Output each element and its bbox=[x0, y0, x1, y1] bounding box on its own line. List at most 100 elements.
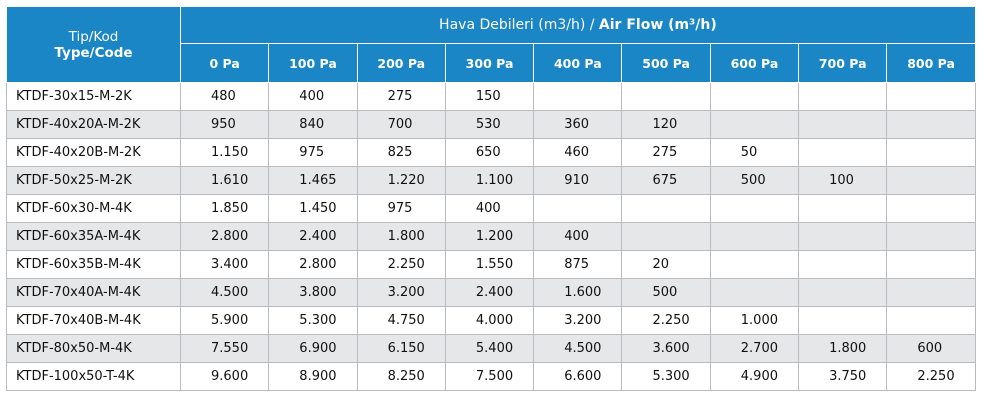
airflow-value-cell bbox=[886, 82, 976, 111]
airflow-value-cell: 400 bbox=[444, 194, 535, 223]
airflow-value-cell bbox=[798, 278, 888, 307]
airflow-value-cell bbox=[886, 306, 976, 335]
airflow-value-cell: 675 bbox=[621, 166, 711, 195]
type-code-cell: KTDF-40x20A-M-2K bbox=[6, 110, 181, 139]
type-code-header: Tip/Kod Type/Code bbox=[6, 6, 181, 83]
airflow-value-cell bbox=[533, 82, 623, 111]
airflow-value-cell: 6.900 bbox=[268, 334, 358, 363]
airflow-value-cell: 825 bbox=[356, 138, 446, 167]
airflow-value-cell: 700 bbox=[356, 110, 446, 139]
airflow-value-cell: 1.150 bbox=[179, 138, 270, 167]
pressure-header: 500 Pa bbox=[621, 43, 711, 83]
airflow-value-cell: 480 bbox=[179, 82, 270, 111]
airflow-value-cell: 5.900 bbox=[179, 306, 270, 335]
airflow-value-cell bbox=[886, 138, 976, 167]
airflow-value-cell: 975 bbox=[268, 138, 358, 167]
airflow-value-cell bbox=[621, 222, 711, 251]
airflow-value-cell: 5.300 bbox=[621, 362, 711, 391]
pressure-header: 0 Pa bbox=[179, 43, 270, 83]
airflow-value-cell bbox=[886, 250, 976, 279]
table-row: KTDF-80x50-M-4K 7.550 6.900 6.150 5.400 4.500… bbox=[6, 334, 976, 363]
airflow-value-cell: 100 bbox=[798, 166, 888, 195]
airflow-value-cell: 2.400 bbox=[444, 278, 535, 307]
airflow-value-cell: 1.450 bbox=[268, 194, 358, 223]
pressure-header: 400 Pa bbox=[533, 43, 623, 83]
type-code-label-en: Type/Code bbox=[54, 44, 133, 61]
airflow-value-cell: 3.750 bbox=[798, 362, 888, 391]
airflow-value-cell: 6.150 bbox=[356, 334, 446, 363]
table-row: KTDF-70x40B-M-4K 5.900 5.300 4.750 4.000 3.20… bbox=[6, 306, 976, 335]
table-row: KTDF-30x15-M-2K 480 400 275 150 bbox=[6, 82, 976, 111]
airflow-value-cell: 360 bbox=[533, 110, 623, 139]
airflow-value-cell bbox=[709, 278, 800, 307]
type-code-label-tr: Tip/Kod bbox=[68, 28, 119, 45]
airflow-value-cell bbox=[886, 110, 976, 139]
airflow-value-cell: 1.220 bbox=[356, 166, 446, 195]
airflow-value-cell bbox=[798, 110, 888, 139]
table-row: KTDF-50x25-M-2K 1.610 1.465 1.220 1.100 910 67… bbox=[6, 166, 976, 195]
airflow-value-cell: 6.600 bbox=[533, 362, 623, 391]
airflow-value-cell: 4.000 bbox=[444, 306, 535, 335]
airflow-value-cell: 2.800 bbox=[179, 222, 270, 251]
airflow-value-cell bbox=[709, 110, 800, 139]
airflow-value-cell: 2.700 bbox=[709, 334, 800, 363]
airflow-value-cell bbox=[709, 194, 800, 223]
airflow-value-cell: 950 bbox=[179, 110, 270, 139]
table-row: KTDF-70x40A-M-4K 4.500 3.800 3.200 2.400 1.60… bbox=[6, 278, 976, 307]
airflow-value-cell: 910 bbox=[533, 166, 623, 195]
table-row: KTDF-40x20A-M-2K 950 840 700 530 360 120 bbox=[6, 110, 976, 139]
type-code-cell: KTDF-40x20B-M-2K bbox=[6, 138, 181, 167]
airflow-value-cell: 875 bbox=[533, 250, 623, 279]
airflow-value-cell: 3.200 bbox=[356, 278, 446, 307]
airflow-value-cell bbox=[798, 222, 888, 251]
airflow-value-cell: 8.900 bbox=[268, 362, 358, 391]
airflow-value-cell: 400 bbox=[533, 222, 623, 251]
type-code-cell: KTDF-100x50-T-4K bbox=[6, 362, 181, 391]
airflow-value-cell: 275 bbox=[356, 82, 446, 111]
airflow-value-cell: 2.400 bbox=[268, 222, 358, 251]
table-row: KTDF-40x20B-M-2K 1.150 975 825 650 460 275 50 bbox=[6, 138, 976, 167]
airflow-value-cell: 1.800 bbox=[798, 334, 888, 363]
pressure-header: 100 Pa bbox=[268, 43, 358, 83]
airflow-value-cell: 4.500 bbox=[179, 278, 270, 307]
airflow-value-cell: 5.300 bbox=[268, 306, 358, 335]
airflow-value-cell: 1.100 bbox=[444, 166, 535, 195]
airflow-value-cell bbox=[886, 194, 976, 223]
airflow-value-cell: 1.800 bbox=[356, 222, 446, 251]
air-flow-label-tr: Hava Debileri (m3/h) / bbox=[439, 17, 599, 33]
airflow-value-cell bbox=[709, 82, 800, 111]
airflow-value-cell: 600 bbox=[886, 334, 976, 363]
airflow-value-cell: 3.800 bbox=[268, 278, 358, 307]
airflow-value-cell: 2.250 bbox=[356, 250, 446, 279]
pressure-header: 700 Pa bbox=[798, 43, 888, 83]
airflow-value-cell: 500 bbox=[621, 278, 711, 307]
airflow-value-cell: 275 bbox=[621, 138, 711, 167]
type-code-cell: KTDF-30x15-M-2K bbox=[6, 82, 181, 111]
airflow-value-cell bbox=[709, 222, 800, 251]
airflow-value-cell: 3.400 bbox=[179, 250, 270, 279]
type-code-cell: KTDF-60x35B-M-4K bbox=[6, 250, 181, 279]
airflow-value-cell bbox=[886, 166, 976, 195]
table-row: KTDF-100x50-T-4K 9.600 8.900 8.250 7.500 6.60… bbox=[6, 362, 976, 391]
airflow-value-cell: 2.250 bbox=[886, 362, 976, 391]
airflow-value-cell bbox=[798, 82, 888, 111]
airflow-value-cell bbox=[798, 194, 888, 223]
type-code-cell: KTDF-50x25-M-2K bbox=[6, 166, 181, 195]
airflow-value-cell: 2.250 bbox=[621, 306, 711, 335]
airflow-value-cell: 650 bbox=[444, 138, 535, 167]
airflow-value-cell bbox=[621, 82, 711, 111]
airflow-value-cell: 7.500 bbox=[444, 362, 535, 391]
airflow-value-cell: 2.800 bbox=[268, 250, 358, 279]
table-row: KTDF-60x35A-M-4K 2.800 2.400 1.800 1.200 400 bbox=[6, 222, 976, 251]
airflow-value-cell: 9.600 bbox=[179, 362, 270, 391]
type-code-cell: KTDF-60x30-M-4K bbox=[6, 194, 181, 223]
airflow-value-cell bbox=[798, 250, 888, 279]
airflow-value-cell: 4.900 bbox=[709, 362, 800, 391]
airflow-value-cell: 150 bbox=[444, 82, 535, 111]
airflow-table: Tip/Kod Type/Code Hava Debileri (m3/h) /… bbox=[6, 6, 976, 391]
airflow-value-cell: 975 bbox=[356, 194, 446, 223]
airflow-value-cell bbox=[709, 250, 800, 279]
pressure-header: 800 Pa bbox=[886, 43, 976, 83]
airflow-value-cell: 1.000 bbox=[709, 306, 800, 335]
airflow-value-cell: 500 bbox=[709, 166, 800, 195]
